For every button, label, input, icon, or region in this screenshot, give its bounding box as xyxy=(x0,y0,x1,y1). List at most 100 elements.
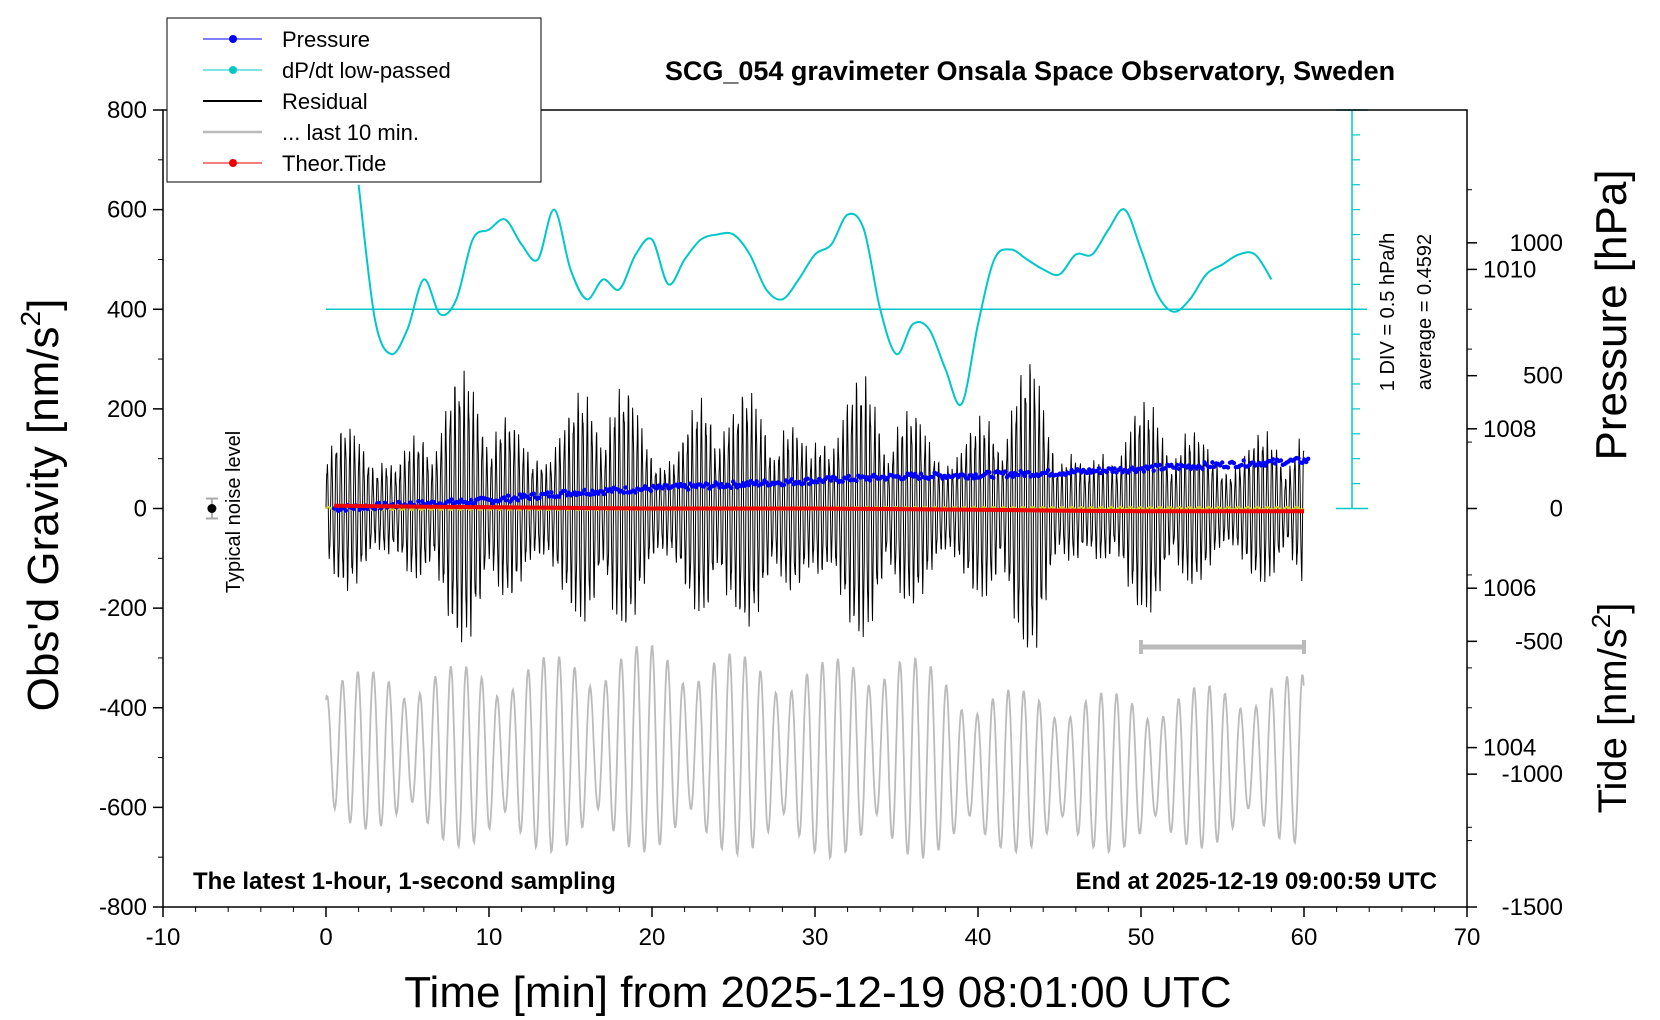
pressure-point xyxy=(633,490,638,495)
pressure-point xyxy=(547,494,552,499)
pressure-point xyxy=(1220,460,1225,465)
pressure-point xyxy=(971,476,976,481)
series-pressure xyxy=(331,455,1311,513)
annotation-scale-div: 1 DIV = 0.5 hPa/h xyxy=(1377,233,1399,391)
y-tide-tick-label: 500 xyxy=(1523,363,1563,390)
pressure-point xyxy=(1112,466,1117,471)
pressure-point xyxy=(623,485,628,490)
x-tick-label: 60 xyxy=(1291,924,1318,951)
pressure-point xyxy=(1239,462,1244,468)
pressure-point xyxy=(686,487,691,492)
pressure-point xyxy=(1306,456,1311,461)
series-last10-line xyxy=(325,644,1305,861)
pressure-point xyxy=(590,488,595,493)
legend-label: dP/dt low-passed xyxy=(282,58,451,83)
pressure-point xyxy=(916,476,922,481)
x-axis-label: Time [min] from 2025-12-19 08:01:00 UTC xyxy=(404,968,1231,1017)
pressure-point xyxy=(801,481,806,486)
legend-swatch-dot xyxy=(229,35,237,43)
pressure-point xyxy=(1225,465,1231,470)
pressure-point xyxy=(396,499,401,505)
y-left-tick-label: -600 xyxy=(99,794,147,821)
pressure-point xyxy=(1118,465,1123,471)
y-tide-tick-label: -1000 xyxy=(1502,761,1563,788)
pressure-point xyxy=(382,500,388,505)
pressure-point xyxy=(789,477,795,482)
pressure-point xyxy=(472,500,478,505)
pressure-point xyxy=(609,489,615,494)
pressure-point xyxy=(588,492,593,497)
pressure-point xyxy=(601,491,607,497)
y-tide-tick-label: -1500 xyxy=(1502,894,1563,921)
pressure-point xyxy=(1110,469,1115,475)
pressure-point xyxy=(987,470,992,475)
pressure-point xyxy=(531,491,536,496)
pressure-point xyxy=(746,482,751,488)
annotation-scale-avg: average = 0.4592 xyxy=(1414,234,1436,390)
pressure-point xyxy=(549,490,554,495)
pressure-point xyxy=(918,471,924,476)
pressure-point xyxy=(1210,460,1215,465)
pressure-point xyxy=(1141,469,1147,474)
annotation-noise-label: Typical noise level xyxy=(223,431,245,593)
pressure-point xyxy=(504,498,509,503)
legend-label: Residual xyxy=(282,89,368,114)
pressure-point xyxy=(1010,474,1016,479)
pressure-point xyxy=(621,490,626,495)
pressure-point xyxy=(1200,466,1205,471)
pressure-point xyxy=(582,487,587,493)
pressure-point xyxy=(815,480,820,485)
pressure-point xyxy=(545,490,550,495)
legend-label: Pressure xyxy=(282,27,370,52)
pressure-point xyxy=(1045,467,1051,473)
y-axis-title-left: Obs'd Gravity [nm/s2] xyxy=(15,299,68,712)
y-pressure-tick-label: 1010 xyxy=(1483,256,1536,283)
pressure-point xyxy=(537,495,542,500)
pressure-point xyxy=(840,479,845,484)
pressure-point xyxy=(1278,458,1284,463)
pressure-point xyxy=(867,478,873,483)
y-pressure-tick-label: 1004 xyxy=(1483,735,1536,762)
x-tick-label: 70 xyxy=(1454,924,1481,951)
pressure-point xyxy=(517,492,523,497)
legend-swatch-dot xyxy=(229,159,237,167)
legend: Pressure dP/dt low-passed Residual ... last… xyxy=(166,17,542,183)
pressure-point xyxy=(1139,466,1145,471)
pressure-point xyxy=(846,473,851,479)
y-tide-tick-label: -500 xyxy=(1515,628,1563,655)
y-axis-title-left-end: ] xyxy=(19,299,68,311)
pressure-point xyxy=(742,483,748,488)
pressure-point xyxy=(1067,471,1072,476)
x-tick-label: 10 xyxy=(476,924,503,951)
pressure-point xyxy=(1008,471,1014,476)
series-residual-line xyxy=(325,364,1305,648)
y-axis-title-tide: Tide [nm/s2] xyxy=(1586,603,1635,814)
pressure-point xyxy=(781,482,787,488)
pressure-point xyxy=(903,475,908,480)
pressure-point xyxy=(416,499,421,504)
pressure-point xyxy=(973,472,978,477)
pressure-point xyxy=(717,485,722,490)
pressure-point xyxy=(466,501,472,506)
pressure-point xyxy=(506,493,511,498)
y-axis-title-pressure: Pressure [hPa] xyxy=(1587,169,1636,460)
pressure-point xyxy=(449,497,454,502)
legend-label: Theor.Tide xyxy=(282,151,386,176)
pressure-point xyxy=(1296,456,1301,461)
y-axis-title-tide-sup: 2 xyxy=(1586,614,1616,628)
y-pressure-tick-label: 1008 xyxy=(1483,416,1536,443)
pressure-point xyxy=(1149,464,1155,469)
noise-level-point xyxy=(207,504,217,513)
pressure-point xyxy=(1300,460,1305,465)
pressure-point xyxy=(1096,466,1102,471)
pressure-point xyxy=(1176,466,1182,472)
pressure-point xyxy=(527,496,532,502)
pressure-point xyxy=(1186,463,1192,468)
pressure-point xyxy=(805,476,810,481)
legend-label: ... last 10 min. xyxy=(282,120,419,145)
x-tick-label: 20 xyxy=(639,924,666,951)
pressure-point xyxy=(1022,473,1027,479)
pressure-point xyxy=(648,488,654,494)
y-axis-title-left-sup: 2 xyxy=(15,311,46,327)
pressure-point xyxy=(343,508,349,513)
